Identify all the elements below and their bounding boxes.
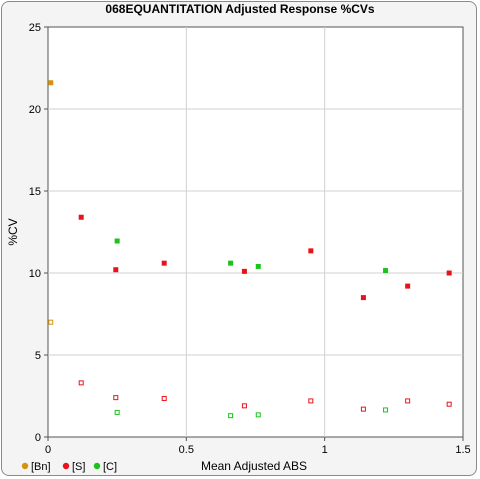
x-tick-label: 0 [45, 444, 51, 456]
data-point-filled [308, 248, 314, 254]
tick-labels: 0 0.5 1 1.5 0 5 10 15 20 25 [29, 22, 471, 456]
y-tick-label: 5 [35, 350, 41, 362]
plot-area [47, 26, 464, 438]
legend: [Bn] [S] [C] [21, 461, 117, 473]
legend-marker [93, 462, 101, 470]
data-point-filled [255, 263, 261, 269]
data-point-hollow [383, 407, 389, 413]
data-point-filled [405, 283, 411, 289]
data-points [48, 80, 452, 419]
data-point-filled [446, 270, 452, 276]
chart-title: 068EQUANTITATION Adjusted Response %CVs [105, 2, 374, 16]
data-point-hollow [446, 401, 452, 407]
data-point-filled [228, 260, 234, 266]
data-point-filled [113, 267, 119, 273]
x-axis-label: Mean Adjusted ABS [201, 459, 307, 473]
y-tick-label: 20 [29, 104, 41, 116]
data-point-hollow [78, 380, 84, 386]
x-tick-label: 1 [322, 444, 328, 456]
data-point-hollow [308, 398, 314, 404]
x-tick-label: 0.5 [179, 444, 194, 456]
data-point-hollow [113, 395, 119, 401]
data-point-filled [78, 214, 84, 220]
x-tick-label: 1.5 [455, 444, 470, 456]
data-point-filled [241, 268, 247, 274]
data-point-hollow [405, 398, 411, 404]
data-point-hollow [48, 319, 54, 325]
legend-marker [21, 462, 29, 470]
data-point-hollow [360, 406, 366, 412]
data-point-hollow [114, 409, 120, 415]
data-point-filled [161, 260, 167, 266]
y-axis-label: %CV [6, 218, 20, 245]
y-tick-label: 25 [29, 22, 41, 34]
y-tick-label: 15 [29, 186, 41, 198]
data-point-filled [383, 268, 389, 274]
data-point-hollow [228, 413, 234, 419]
data-point-hollow [241, 403, 247, 409]
grid-lines [44, 26, 464, 441]
data-point-hollow [161, 395, 167, 401]
data-point-hollow [255, 412, 261, 418]
data-point-filled [48, 80, 54, 86]
legend-label: [Bn] [31, 461, 51, 473]
data-point-filled [114, 238, 120, 244]
data-point-filled [360, 295, 366, 301]
y-tick-label: 10 [29, 268, 41, 280]
legend-marker [62, 462, 70, 470]
y-tick-label: 0 [35, 432, 41, 444]
legend-label: [C] [103, 461, 117, 473]
legend-label: [S] [72, 461, 85, 473]
